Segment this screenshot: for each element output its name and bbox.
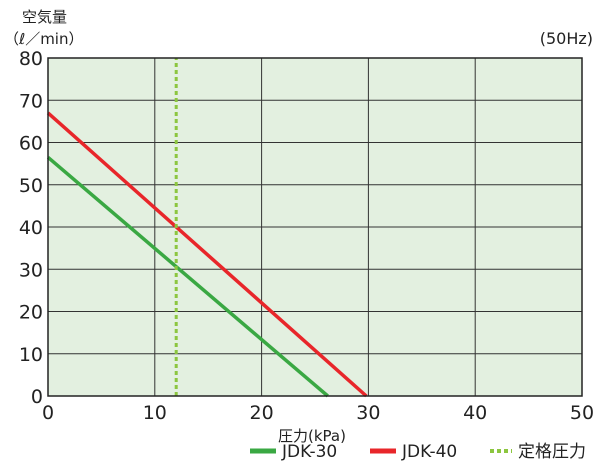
- series-line-2: [46, 111, 368, 398]
- x-tick-label: 30: [356, 402, 380, 424]
- legend-label: JDK-40: [401, 442, 457, 462]
- y-tick-label: 70: [19, 90, 43, 112]
- legend-label: 定格圧力: [518, 442, 586, 462]
- series-line-1: [46, 155, 329, 398]
- x-tick-label: 10: [143, 402, 167, 424]
- y-axis-title-line1: 空気量: [22, 8, 67, 26]
- y-tick-label: 50: [19, 175, 43, 197]
- y-tick-label: 60: [19, 133, 43, 155]
- frequency-annotation: (50Hz): [540, 29, 593, 48]
- legend-label: JDK-30: [281, 442, 337, 462]
- legend: JDK-30 JDK-40 定格圧力: [250, 442, 586, 462]
- y-tick-label: 30: [19, 259, 43, 281]
- y-tick-label: 0: [31, 386, 43, 408]
- y-tick-label: 40: [19, 217, 43, 239]
- y-tick-label: 10: [19, 344, 43, 366]
- x-tick-label: 50: [570, 402, 594, 424]
- x-axis-title: 圧力(kPa): [278, 427, 346, 445]
- y-axis-title-line2: （ℓ／min）: [4, 30, 83, 48]
- x-tick-label: 40: [463, 402, 487, 424]
- x-tick-label: 0: [42, 402, 54, 424]
- y-tick-label: 20: [19, 302, 43, 324]
- plot-border: [47, 57, 583, 397]
- x-tick-label: 20: [250, 402, 274, 424]
- y-tick-label: 80: [19, 48, 43, 70]
